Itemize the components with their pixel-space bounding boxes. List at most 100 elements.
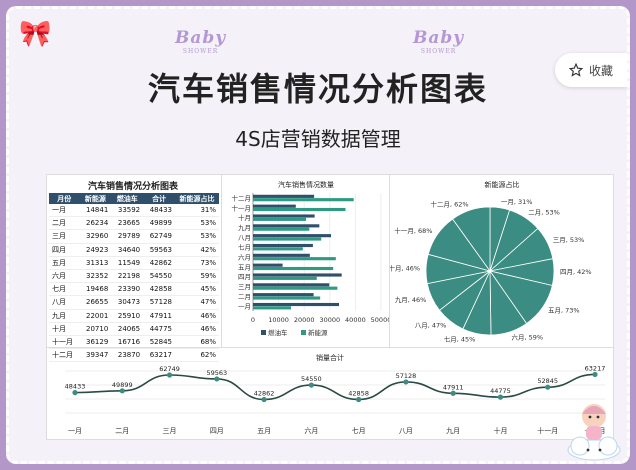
bar-fuel [253, 293, 314, 297]
sales-table: 月份 新能源 燃油车 合计 新能源占比 一月 14841 33592 48433 31%… [49, 193, 219, 363]
cell-ev: 24923 [79, 243, 112, 257]
header-fuel: 燃油车 [111, 193, 144, 204]
cell-month: 五月 [49, 256, 80, 270]
y-tick-label: 三月 [238, 283, 251, 291]
pie-label: 八月, 47% [415, 322, 447, 330]
cell-fuel: 11549 [111, 256, 144, 270]
line-point [214, 376, 220, 382]
y-tick-label: 四月 [238, 273, 251, 281]
x-tick-label: 四月 [210, 427, 224, 435]
cell-fuel: 30473 [111, 295, 144, 310]
pie-label: 九月, 46% [395, 295, 427, 304]
y-tick-label: 七月 [238, 243, 251, 252]
cell-ev-ratio: 68% [175, 335, 219, 350]
data-label: 54550 [301, 375, 322, 383]
table-row: 八月 26655 30473 57128 47% [49, 295, 219, 310]
pie-label: 十月, 46% [390, 264, 420, 273]
pie-label: 五月, 73% [548, 306, 580, 314]
cell-ev: 39347 [79, 348, 112, 363]
bar-ev [253, 296, 321, 300]
line-point [119, 388, 125, 394]
x-tick-label: 30000 [319, 316, 340, 324]
cell-ev-ratio: 73% [175, 256, 219, 270]
legend-swatch-fuel [261, 330, 266, 335]
cell-fuel: 25910 [111, 309, 144, 323]
x-tick-label: 九月 [446, 426, 460, 435]
cell-ev-ratio: 53% [175, 216, 219, 231]
legend-label-ev: 新能源 [308, 328, 328, 337]
bow-icon: 🎀 [19, 19, 52, 49]
bar-fuel [253, 302, 339, 307]
line-point [450, 390, 456, 396]
x-tick-label: 十一月 [537, 426, 558, 435]
header-ev: 新能源 [79, 193, 112, 204]
baby-cloud-illustration [567, 404, 621, 461]
data-label: 44775 [490, 387, 511, 395]
pie-chart-title: 新能源占比 [484, 181, 520, 189]
favorite-button[interactable]: 收藏 [555, 53, 627, 87]
bar-ev [253, 207, 346, 212]
cell-total: 44775 [143, 322, 175, 336]
bar-ev [253, 257, 336, 261]
line-point [403, 379, 409, 385]
spreadsheet-panel: 汽车销售情况分析图表 月份 新能源 燃油车 合计 新能源占比 一月 14841 33… [46, 174, 614, 440]
line-point [356, 396, 362, 403]
table-row: 十月 20710 24065 44775 46% [49, 322, 219, 336]
bar-fuel [253, 243, 313, 248]
cell-fuel: 23870 [111, 348, 144, 363]
cell-ev: 14841 [79, 204, 112, 218]
bar-ev [253, 276, 317, 280]
table-row: 九月 22001 25910 47911 46% [49, 309, 219, 323]
cell-fuel: 29789 [111, 229, 144, 244]
y-tick-label: 六月 [238, 252, 251, 261]
cell-fuel: 24065 [111, 322, 144, 336]
table-row: 三月 32960 29789 62749 53% [49, 229, 219, 244]
pie-label: 三月, 53% [553, 236, 585, 244]
data-label: 63217 [585, 364, 606, 372]
favorite-label: 收藏 [589, 63, 614, 78]
cell-month: 九月 [49, 309, 80, 323]
pie-label: 十一月, 68% [394, 226, 432, 235]
pie-label: 一月, 31% [501, 198, 533, 206]
y-tick-label: 十一月 [232, 203, 252, 212]
cell-total: 42862 [143, 256, 175, 270]
pie-label: 七月, 45% [444, 334, 476, 343]
bar-fuel [253, 204, 296, 208]
page-subtitle: 4S店营销数据管理 [235, 127, 401, 151]
bar-ev [253, 227, 310, 231]
cell-ev: 20710 [79, 322, 112, 336]
bar-fuel [253, 273, 342, 277]
cell-ev: 31313 [79, 256, 112, 270]
data-label: 47911 [443, 383, 464, 391]
data-label: 42862 [254, 389, 275, 397]
line-point [72, 390, 78, 396]
cell-total: 62749 [143, 229, 175, 244]
cell-fuel: 33592 [111, 204, 144, 218]
bar-ev [253, 198, 354, 202]
cell-fuel: 23390 [111, 282, 144, 297]
bar-ev [253, 286, 338, 290]
star-icon [569, 63, 583, 77]
y-tick-label: 十二月 [232, 193, 252, 202]
cell-fuel: 34640 [111, 243, 144, 257]
cell-ev-ratio: 45% [175, 282, 219, 297]
x-tick-label: 八月 [399, 427, 413, 435]
line-point [261, 396, 267, 403]
header-month: 月份 [49, 193, 80, 204]
cell-month: 十一月 [49, 335, 80, 350]
table-row: 二月 26234 23665 49899 53% [49, 216, 219, 231]
data-label: 48433 [65, 383, 86, 391]
bar-fuel [253, 283, 330, 287]
data-label: 52845 [537, 377, 558, 385]
y-tick-label: 二月 [238, 293, 251, 301]
cell-ev-ratio: 42% [175, 243, 219, 257]
cell-ev: 19468 [79, 282, 112, 297]
divider [221, 175, 222, 347]
cell-ev-ratio: 46% [175, 322, 219, 336]
baby-shower-logo: Baby SHOWER [175, 28, 227, 56]
x-tick-label: 40000 [345, 316, 366, 324]
data-label: 42858 [348, 389, 369, 397]
cell-month: 四月 [49, 243, 80, 257]
cell-ev-ratio: 46% [175, 309, 219, 323]
legend-label-fuel: 燃油车 [268, 328, 288, 337]
